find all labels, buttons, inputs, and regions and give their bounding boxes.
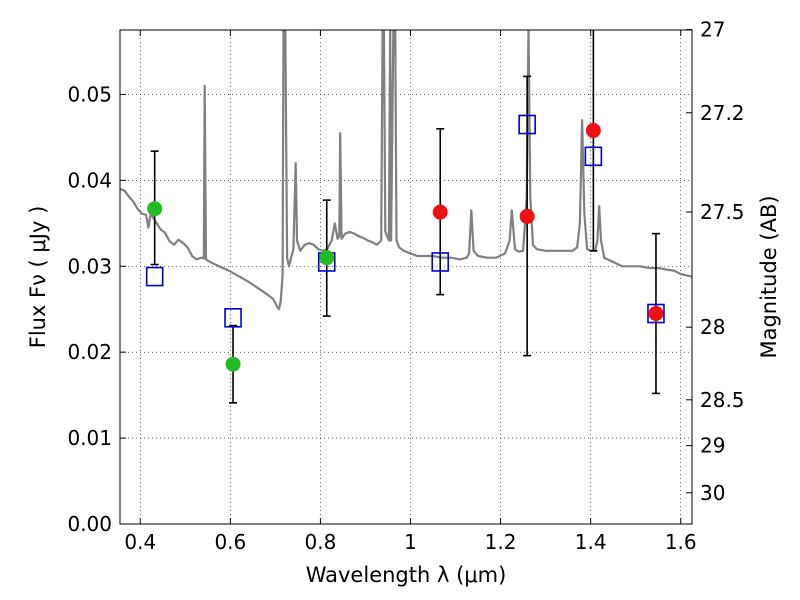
plot-frame <box>119 29 693 525</box>
y2-tick-label: 27 <box>700 18 725 42</box>
y-tick-label: 0.00 <box>67 512 112 536</box>
y-tick-label: 0.05 <box>67 82 112 106</box>
y2-axis-label: Magnitude (AB) <box>757 195 781 358</box>
y2-tick-label: 28 <box>700 315 725 339</box>
filled-circle-marker <box>147 201 163 217</box>
y-tick-label: 0.03 <box>67 254 112 278</box>
y2-tick-label: 27.5 <box>700 200 745 224</box>
plot-background <box>120 30 692 524</box>
data-markers <box>145 114 665 372</box>
x-tick-label: 1.2 <box>485 530 517 554</box>
open-square-marker <box>518 114 536 135</box>
ticks <box>120 29 692 525</box>
filled-circle-marker <box>585 123 601 139</box>
x-tick-label: 0.4 <box>124 530 156 554</box>
x-axis-label: Wavelength λ (μm) <box>306 563 507 587</box>
open-square-marker <box>145 266 164 287</box>
model-spectrum-line <box>120 30 692 311</box>
y-axis-label: Flux Fν ( μJy ) <box>26 206 50 349</box>
filled-circle-marker <box>648 306 664 322</box>
open-square-marker <box>647 303 665 324</box>
open-square-marker <box>431 252 450 272</box>
y2-tick-label: 30 <box>700 481 725 505</box>
open-square-marker <box>584 146 603 167</box>
y-tick-label: 0.04 <box>67 168 112 192</box>
x-tick-label: 0.8 <box>305 530 337 554</box>
model-spectrum <box>120 30 692 311</box>
filled-circle-marker <box>432 204 448 220</box>
x-tick-label: 1.6 <box>665 530 697 554</box>
filled-circle-marker <box>225 356 241 372</box>
y-tick-label: 0.02 <box>67 340 112 364</box>
y-tick-label: 0.01 <box>67 426 112 450</box>
filled-circle-marker <box>519 208 535 224</box>
x-tick-label: 0.6 <box>214 530 246 554</box>
open-square-marker <box>224 308 242 328</box>
y2-tick-label: 29 <box>700 434 725 458</box>
x-tick-label: 1.4 <box>575 530 607 554</box>
y2-tick-label: 28.5 <box>700 388 745 412</box>
tick-labels: 0.4 0.6 0.8 1 1.2 1.4 1.6 0.00 0.01 0.02 0.03 0.04 0… <box>67 18 744 554</box>
x-tick-label: 1 <box>404 530 417 554</box>
y2-tick-label: 27.2 <box>700 101 745 125</box>
filled-circle-marker <box>319 250 335 266</box>
